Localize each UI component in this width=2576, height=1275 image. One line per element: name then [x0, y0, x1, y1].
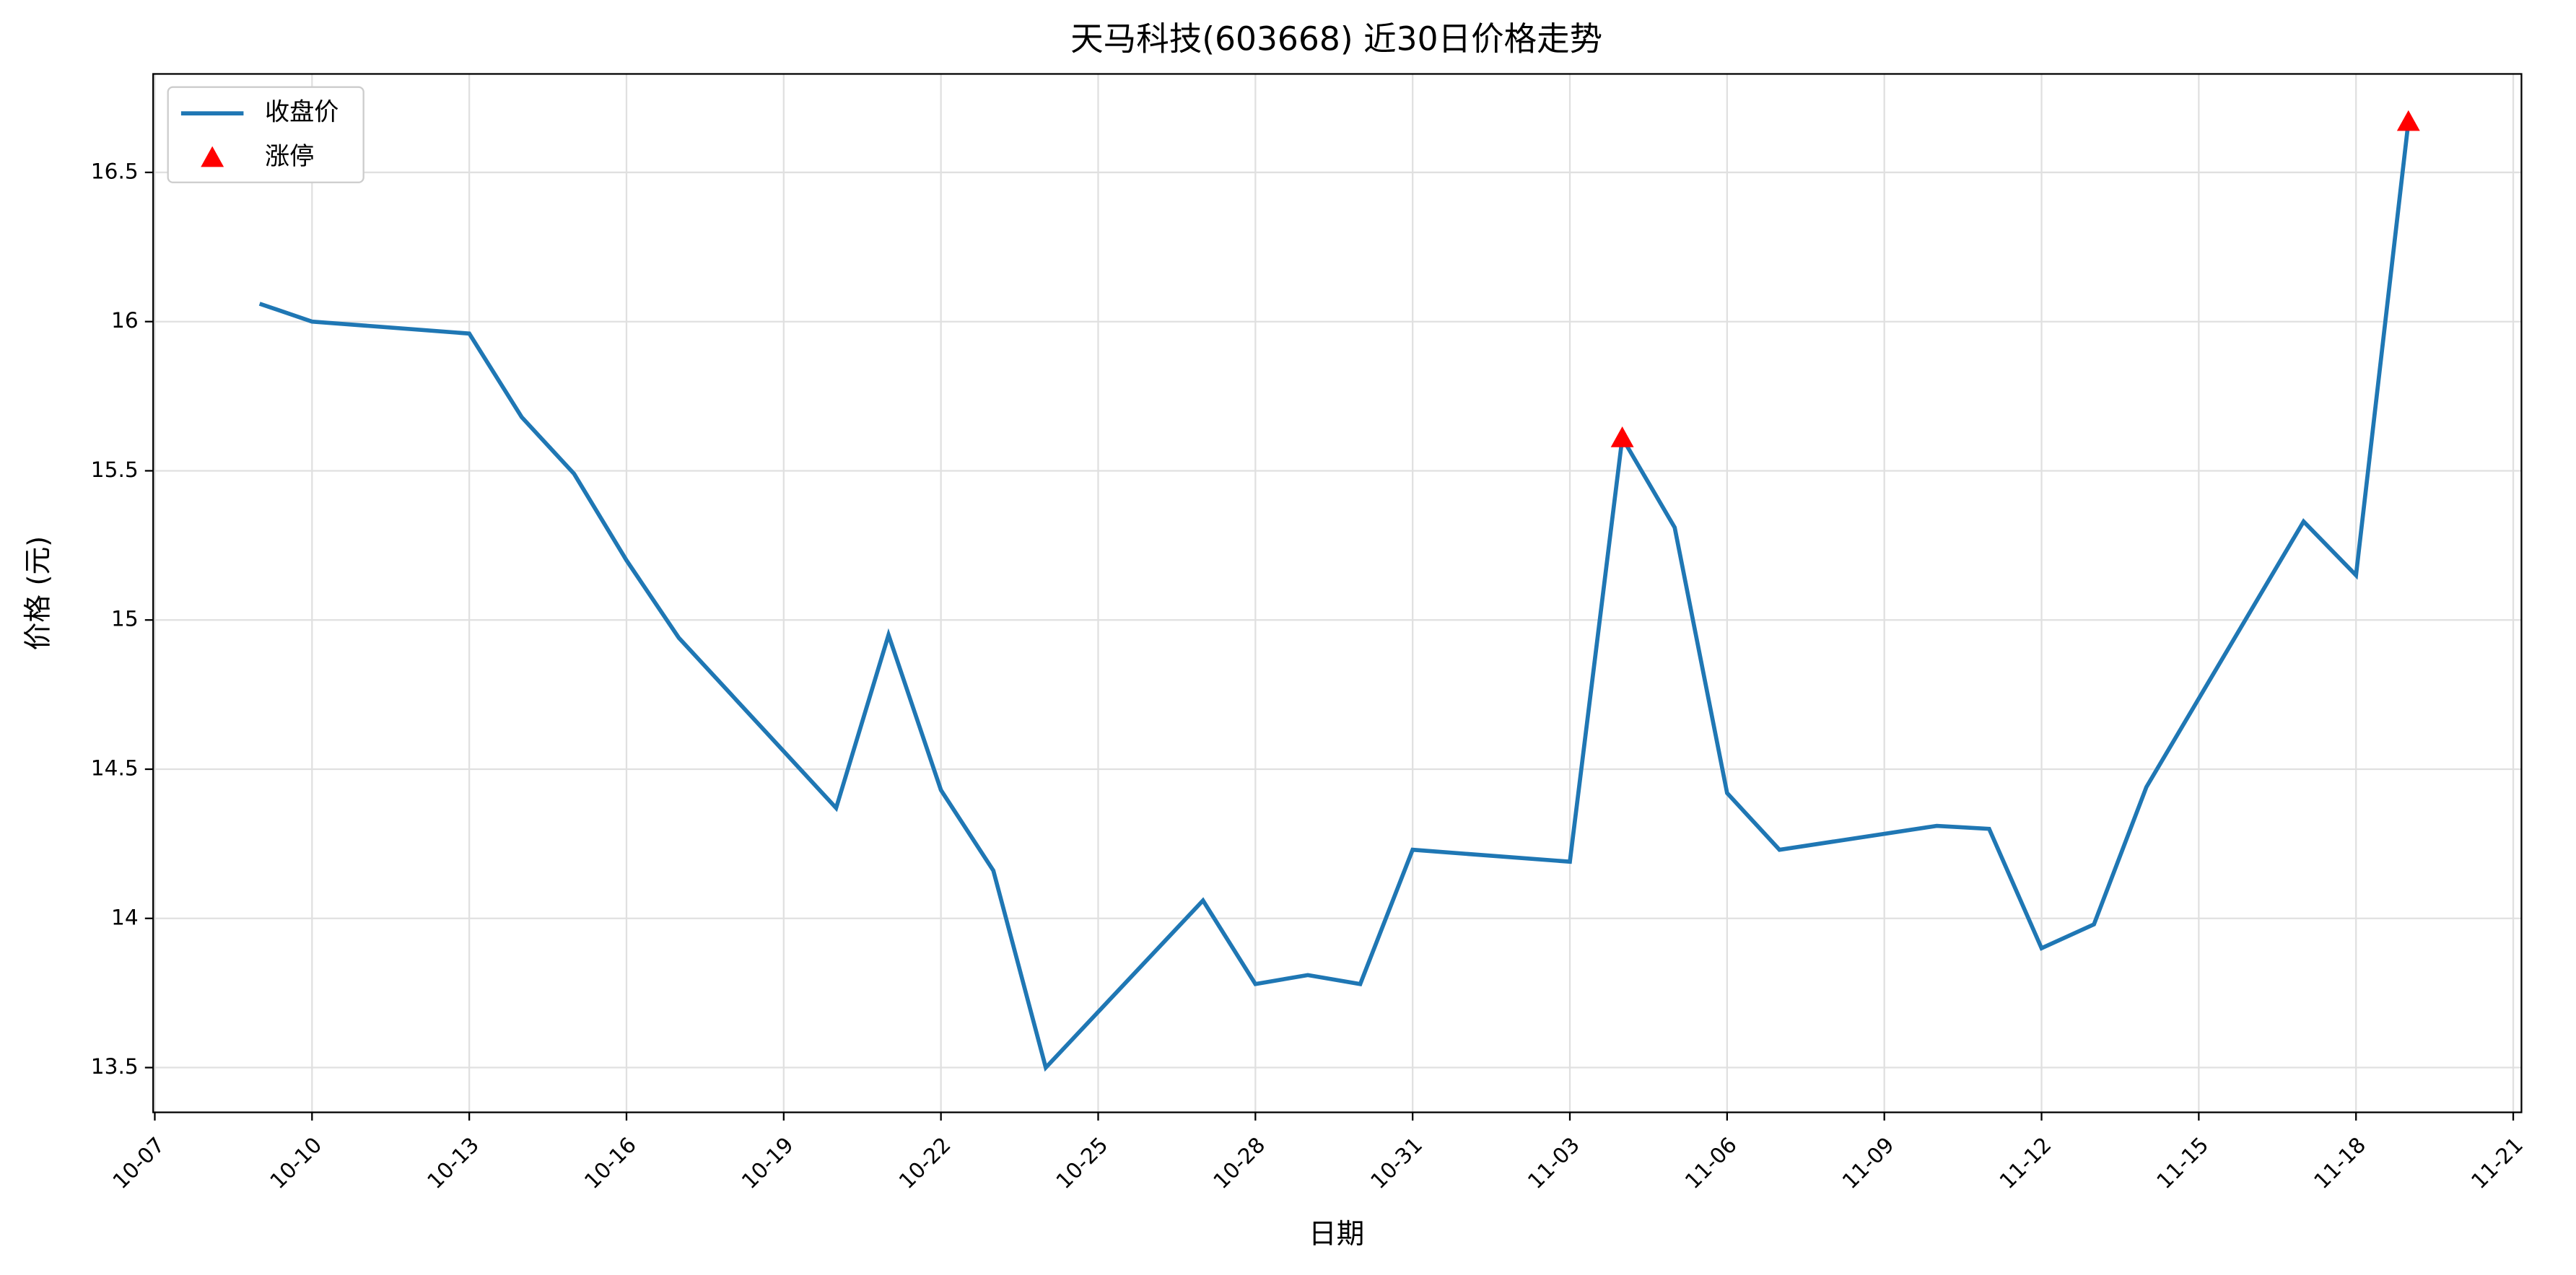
y-tick-label: 15 [111, 607, 139, 631]
legend-label: 收盘价 [265, 98, 339, 127]
price-line [258, 121, 2411, 1072]
x-tick-label: 11-12 [1995, 1132, 2056, 1193]
y-axis-label: 价格 (元) [22, 536, 55, 651]
x-tick-label: 11-06 [1680, 1132, 1742, 1193]
x-tick-label: 10-22 [894, 1132, 956, 1193]
x-tick-label: 10-16 [580, 1132, 641, 1193]
x-tick-label: 10-19 [737, 1132, 798, 1193]
x-tick-label: 11-15 [2152, 1132, 2214, 1193]
y-tick-label: 14 [111, 905, 139, 929]
x-tick-label: 11-18 [2309, 1132, 2370, 1193]
x-tick-label: 11-21 [2466, 1132, 2528, 1193]
x-tick-label: 11-03 [1523, 1132, 1584, 1193]
legend-label: 涨停 [265, 142, 314, 171]
plot-frame [152, 73, 2523, 1113]
x-tick-label: 10-10 [266, 1132, 327, 1193]
x-tick-label: 10-25 [1052, 1132, 1113, 1193]
chart-title: 天马科技(603668) 近30日价格走势 [1070, 19, 1602, 58]
y-tick-label: 15.5 [91, 457, 139, 482]
y-tick-label: 16.5 [91, 159, 139, 183]
x-tick-label: 10-07 [108, 1132, 170, 1193]
limit-up-marker [2396, 110, 2420, 131]
x-tick-label: 11-09 [1838, 1132, 1899, 1193]
x-tick-label: 10-31 [1366, 1132, 1427, 1193]
x-tick-label: 10-28 [1209, 1132, 1270, 1193]
legend-swatch [201, 146, 224, 167]
limit-up-marker [1610, 426, 1634, 447]
y-tick-label: 14.5 [91, 756, 139, 781]
y-tick-label: 16 [111, 308, 139, 333]
y-tick-label: 13.5 [91, 1054, 139, 1079]
x-axis-label: 日期 [1309, 1218, 1364, 1250]
x-tick-label: 10-13 [422, 1132, 484, 1193]
